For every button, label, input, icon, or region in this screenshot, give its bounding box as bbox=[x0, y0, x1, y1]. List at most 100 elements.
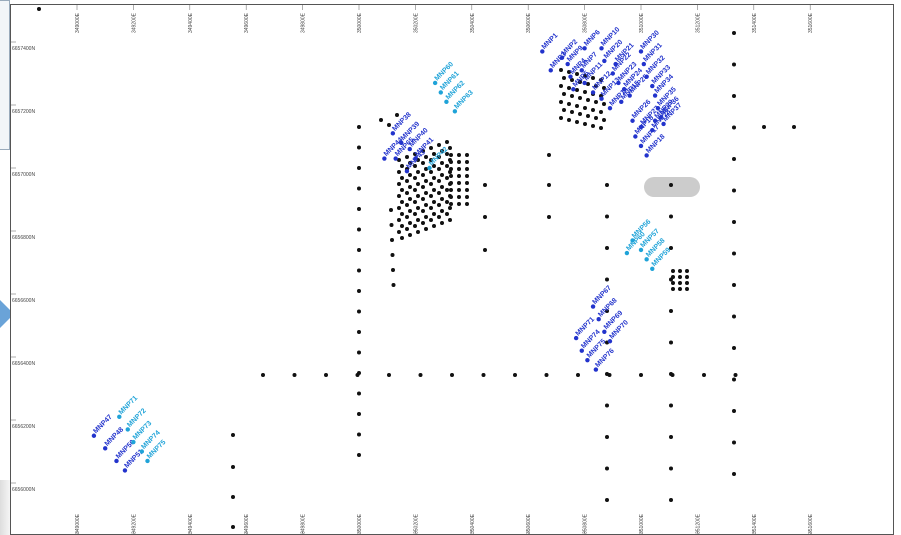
drillhole-existing bbox=[424, 215, 428, 219]
drillhole-existing bbox=[762, 125, 766, 129]
x-tick-label-bottom: 349400E bbox=[188, 513, 194, 534]
drillhole-planned bbox=[571, 87, 576, 92]
drillhole-existing bbox=[605, 246, 609, 250]
drillhole-existing bbox=[397, 206, 401, 210]
drillhole-existing bbox=[457, 202, 461, 206]
drillhole-existing bbox=[429, 182, 433, 186]
drillhole-existing bbox=[465, 167, 469, 171]
drillhole-existing bbox=[567, 118, 571, 122]
drillhole-existing bbox=[583, 74, 587, 78]
drillhole-existing bbox=[231, 433, 235, 437]
drillhole-existing bbox=[424, 227, 428, 231]
drillhole-planned bbox=[404, 168, 410, 174]
drillhole-planned bbox=[596, 317, 601, 322]
x-tick-label-top: 349400E bbox=[188, 12, 194, 33]
drillhole-existing bbox=[424, 203, 428, 207]
drillhole-existing bbox=[465, 181, 469, 185]
x-tick-label-bottom: 351600E bbox=[808, 513, 814, 534]
drillhole-existing bbox=[440, 161, 444, 165]
drillhole-existing bbox=[413, 152, 417, 156]
drillhole-existing bbox=[429, 146, 433, 150]
drillhole-existing bbox=[429, 170, 433, 174]
drillhole-existing bbox=[357, 412, 361, 416]
drillhole-existing bbox=[357, 432, 361, 437]
drillhole-existing bbox=[437, 167, 441, 171]
drillhole-planned bbox=[145, 458, 150, 464]
drillhole-existing bbox=[547, 183, 551, 187]
drillhole-existing bbox=[570, 94, 574, 98]
drillhole-existing bbox=[457, 181, 461, 185]
drillhole-existing bbox=[357, 453, 361, 457]
drillhole-existing bbox=[599, 126, 603, 130]
drillhole-existing bbox=[671, 275, 675, 279]
drillhole-existing bbox=[465, 202, 469, 206]
x-tick-label-top: 351600E bbox=[808, 12, 814, 33]
drillhole-planned bbox=[139, 449, 145, 454]
drillhole-map[interactable]: 349000E 349000E 349200E 349200E 349400E 34940… bbox=[10, 4, 894, 535]
drillhole-existing bbox=[591, 76, 595, 80]
x-tick-label-top: 349000E bbox=[75, 12, 81, 33]
drillhole-existing bbox=[357, 145, 361, 150]
drillhole-existing bbox=[639, 373, 643, 377]
drillhole-existing bbox=[418, 373, 423, 377]
drillhole-existing bbox=[445, 152, 449, 156]
expand-arrow-icon[interactable] bbox=[0, 300, 14, 328]
drillhole-planned bbox=[432, 80, 438, 86]
drillhole-existing bbox=[408, 221, 412, 225]
x-tick-label-bottom: 351200E bbox=[695, 513, 701, 534]
drillhole-existing bbox=[457, 160, 461, 164]
drillhole-existing bbox=[445, 200, 449, 204]
drillhole-existing bbox=[424, 179, 428, 183]
drillhole-existing bbox=[605, 183, 609, 187]
drillhole-existing bbox=[669, 214, 673, 219]
drillhole-existing bbox=[685, 287, 689, 291]
drillhole-existing bbox=[605, 277, 609, 282]
drillhole-existing bbox=[449, 167, 453, 171]
x-tick-label-top: 351400E bbox=[752, 12, 758, 33]
drillhole-existing bbox=[400, 236, 404, 240]
drillhole-existing bbox=[449, 195, 453, 199]
drillhole-planned bbox=[602, 58, 607, 64]
map-canvas[interactable]: 349000E 349000E 349200E 349200E 349400E 34940… bbox=[11, 5, 894, 535]
drillhole-existing bbox=[432, 224, 436, 228]
drillhole-existing bbox=[732, 251, 736, 256]
drillhole-existing bbox=[424, 191, 428, 195]
drillhole-existing bbox=[357, 268, 361, 273]
drillhole-planned bbox=[633, 134, 638, 139]
drillhole-existing bbox=[678, 269, 682, 273]
drillhole-existing bbox=[562, 92, 566, 96]
drillhole-existing bbox=[732, 94, 736, 98]
drillhole-existing bbox=[669, 309, 673, 313]
drillhole-planned bbox=[427, 165, 432, 171]
drillhole-existing bbox=[570, 110, 574, 114]
drillhole-planned bbox=[585, 357, 590, 363]
drillhole-existing bbox=[416, 230, 420, 234]
drillhole-existing bbox=[400, 176, 404, 180]
drillhole-existing bbox=[432, 200, 436, 204]
drillhole-existing bbox=[586, 114, 590, 118]
drillhole-planned bbox=[602, 329, 607, 334]
drillhole-existing bbox=[445, 176, 449, 180]
drillhole-existing bbox=[450, 373, 454, 377]
drillhole-existing bbox=[547, 215, 551, 219]
drillhole-existing bbox=[405, 203, 409, 207]
drillhole-existing bbox=[732, 188, 736, 193]
y-tick-label: 6657000N bbox=[12, 172, 35, 178]
drillhole-existing bbox=[605, 214, 609, 219]
drillhole-existing bbox=[408, 161, 412, 165]
drillhole-planned bbox=[452, 109, 458, 114]
drillhole-existing bbox=[448, 146, 452, 150]
drillhole-planned bbox=[579, 68, 584, 73]
drillhole-existing bbox=[405, 215, 409, 219]
drillhole-existing bbox=[400, 200, 404, 204]
drillhole-existing bbox=[421, 221, 425, 225]
drillhole-existing bbox=[449, 202, 453, 206]
drillhole-existing bbox=[440, 221, 444, 225]
drillhole-planned bbox=[599, 96, 604, 101]
drillhole-existing bbox=[575, 72, 579, 76]
drillhole-existing bbox=[732, 220, 736, 224]
drillhole-planned bbox=[103, 446, 108, 451]
y-tick-label: 6656600N bbox=[12, 298, 35, 304]
drillhole-existing bbox=[357, 125, 361, 129]
x-tick-label-bottom: 349800E bbox=[301, 513, 307, 534]
